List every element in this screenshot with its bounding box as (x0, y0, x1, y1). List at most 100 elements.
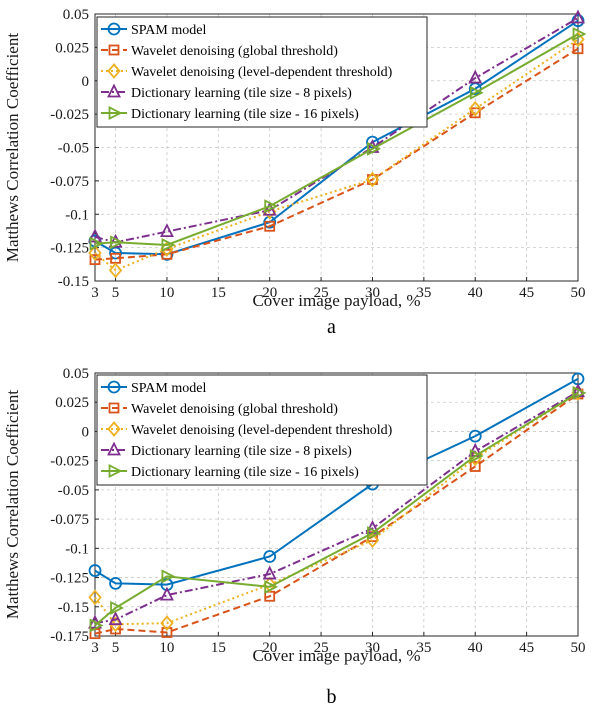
legend-entry: Wavelet denoising (global threshold) (131, 44, 338, 59)
x-tick-label: 5 (112, 640, 120, 656)
y-tick-label: -0.1 (65, 541, 89, 557)
chart-panel-a: 3 5 10 15 20 25 30 35 40 45 50 -0.15 -0.125 -0.1 -0.07… (3, 7, 587, 338)
data-point (572, 385, 587, 400)
data-point (469, 107, 481, 119)
legend-marker (107, 22, 121, 36)
series-line (94, 390, 579, 625)
y-tick-label: -0.075 (50, 512, 89, 528)
x-tick-label: 3 (91, 285, 99, 301)
data-point (262, 565, 277, 580)
data-point (110, 235, 125, 250)
x-tick-label: 10 (159, 285, 174, 301)
data-point (572, 27, 587, 41)
legend-box (96, 16, 428, 128)
data-point (262, 201, 277, 216)
legend: SPAM model Wavelet denoising (global thre… (96, 16, 428, 128)
data-point (367, 141, 381, 156)
x-tick-label: 50 (571, 640, 586, 656)
series-5 (89, 385, 587, 633)
data-point (161, 248, 173, 260)
y-tick-label: -0.125 (50, 241, 89, 257)
y-tick-label: 0.05 (63, 366, 89, 382)
legend: SPAM model Wavelet denoising (global thre… (96, 374, 428, 486)
data-point (88, 228, 102, 243)
y-tick-label: 0 (82, 74, 90, 90)
legend-entry: Dictionary learning (tile size - 8 pixel… (131, 86, 352, 101)
chart-panel-b: 3 5 10 15 20 25 30 35 40 45 50 -0.175 -0.15 -0.125 -0.… (3, 366, 587, 708)
x-tick-label: 35 (416, 640, 431, 656)
x-tick-label: 3 (91, 640, 99, 656)
legend-marker (107, 441, 121, 456)
legend-entry: SPAM model (131, 381, 206, 396)
data-point (468, 69, 483, 84)
data-point (469, 461, 481, 472)
x-tick-label: 10 (159, 640, 174, 656)
series-line (94, 47, 579, 261)
data-point (108, 611, 123, 626)
y-axis-label: Matthews Correlation Coefficient (3, 390, 22, 619)
data-point (468, 100, 482, 117)
x-tick-label: 40 (468, 285, 483, 301)
y-tick-label: -0.05 (58, 141, 89, 157)
data-point (161, 569, 176, 584)
data-point (109, 577, 122, 590)
series-line (94, 38, 579, 272)
legend-marker (107, 63, 121, 79)
y-tick-label: -0.025 (50, 454, 89, 470)
legend-entry: Wavelet denoising (level-dependent thres… (131, 423, 393, 438)
data-point (161, 627, 173, 638)
y-tick-label: 0.05 (63, 7, 89, 23)
data-point (468, 429, 482, 443)
x-tick-label: 20 (262, 640, 277, 656)
x-axis-label: Cover image payload, % (252, 646, 420, 665)
legend-entry: SPAM model (131, 23, 206, 38)
y-tick-label: -0.05 (58, 483, 89, 499)
data-point (110, 600, 125, 615)
y-tick-label: 0.025 (55, 395, 89, 411)
data-point (88, 245, 102, 261)
data-point (161, 237, 176, 252)
data-point (263, 550, 277, 563)
data-point (264, 220, 276, 232)
data-point (572, 43, 584, 55)
data-point (367, 526, 381, 541)
y-tick-label: -0.175 (50, 629, 89, 645)
x-tick-label: 25 (314, 285, 329, 301)
plot-frame (94, 372, 579, 637)
data-point (264, 579, 279, 594)
y-tick-label: -0.075 (50, 174, 89, 190)
data-point (469, 449, 484, 463)
data-point (571, 9, 585, 24)
data-point (160, 615, 174, 632)
data-point (89, 236, 104, 251)
series-line (94, 392, 579, 627)
x-tick-label: 45 (519, 285, 534, 301)
x-tick-label: 25 (314, 640, 329, 656)
panel-label: b (327, 686, 337, 708)
panel-label: a (327, 316, 336, 338)
data-point (88, 589, 102, 606)
x-tick-label: 30 (365, 285, 380, 301)
legend-entry: Dictionary learning (tile size - 8 pixel… (131, 444, 352, 459)
legend-marker (107, 83, 121, 98)
x-tick-label: 5 (112, 285, 120, 301)
data-point (469, 85, 484, 100)
y-tick-label: -0.125 (50, 571, 89, 587)
legend-marker (108, 44, 120, 56)
x-tick-label: 15 (211, 285, 226, 301)
legend-entry: Wavelet denoising (level-dependent thres… (131, 65, 393, 80)
series-line (94, 377, 579, 586)
data-point (159, 223, 174, 238)
x-tick-label: 50 (571, 285, 586, 301)
x-axis-label: Cover image payload, % (252, 291, 420, 310)
legend-marker (108, 106, 123, 120)
legend-marker (107, 380, 121, 394)
data-point (89, 618, 104, 633)
series-line (94, 33, 579, 246)
legend-entry: Dictionary learning (tile size - 16 pixe… (131, 107, 359, 122)
data-point (264, 199, 279, 214)
y-axis-label: Matthews Correlation Coefficient (3, 33, 22, 262)
y-tick-label: -0.15 (58, 274, 89, 290)
legend-marker (107, 421, 121, 437)
